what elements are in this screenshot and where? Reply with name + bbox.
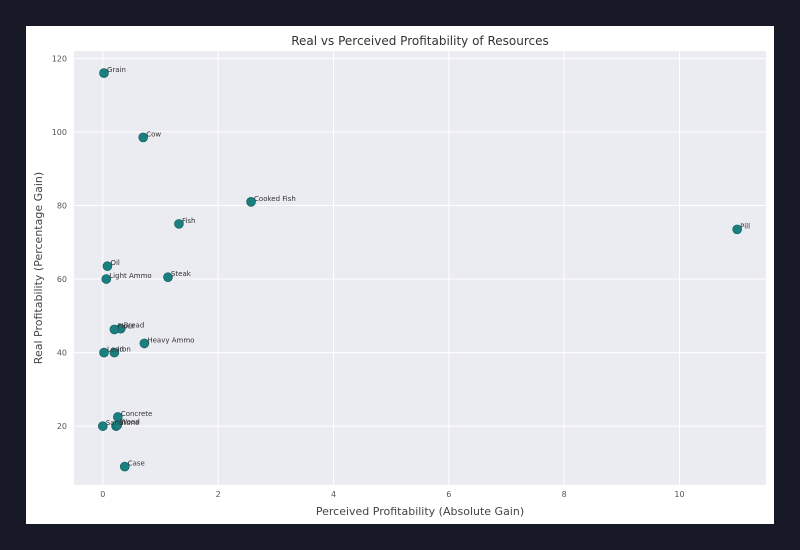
- data-point: [174, 219, 184, 229]
- data-point: [99, 68, 109, 78]
- data-point-label: Steak: [171, 270, 192, 278]
- x-tick-label: 4: [331, 490, 336, 499]
- data-point: [732, 224, 742, 235]
- data-points: [98, 68, 742, 472]
- data-point-label: Case: [128, 460, 145, 468]
- data-point: [139, 338, 150, 349]
- data-point-label: Oil: [110, 259, 119, 267]
- data-point-label: Sand: [106, 419, 124, 427]
- chart-figure: 0 2 4 6 8 10 20 40 60 80 100 120 Grain Cow Cooked Fis…: [26, 26, 774, 524]
- data-point: [101, 274, 112, 284]
- y-tick-label: 120: [52, 54, 67, 63]
- plot-area: [74, 51, 766, 485]
- data-point: [246, 196, 256, 207]
- data-point-label: Light Ammo: [109, 272, 151, 280]
- data-point-label: Fish: [182, 217, 196, 225]
- y-tick-label: 100: [52, 128, 67, 137]
- x-tick-label: 6: [446, 490, 451, 499]
- point-labels: Grain Cow Cooked Fish Fish Pill Oil Light Ammo…: [106, 66, 750, 468]
- y-tick-label: 20: [57, 422, 67, 431]
- tick-labels: 0 2 4 6 8 10 20 40 60 80 100 120: [52, 54, 685, 499]
- data-point-label: Cow: [146, 130, 161, 138]
- data-point-label: Lead: [107, 346, 124, 354]
- data-point: [99, 347, 109, 358]
- x-tick-label: 0: [100, 490, 105, 499]
- chart-title: Real vs Perceived Profitability of Resou…: [291, 34, 549, 48]
- x-tick-label: 2: [216, 490, 221, 499]
- grid: [74, 51, 766, 485]
- x-axis-label: Perceived Profitability (Absolute Gain): [316, 505, 524, 518]
- y-tick-label: 40: [57, 349, 67, 358]
- data-point: [98, 421, 108, 431]
- data-point: [119, 461, 130, 472]
- x-tick-label: 8: [562, 490, 567, 499]
- y-tick-label: 60: [57, 275, 67, 284]
- data-point: [102, 261, 113, 271]
- data-point: [112, 420, 123, 430]
- data-point-label: Concrete: [121, 410, 153, 418]
- data-point-label: Stone: [119, 419, 139, 427]
- data-point-label: Cooked Fish: [254, 195, 296, 203]
- data-point: [138, 132, 148, 143]
- data-point-label: Iron: [117, 346, 131, 354]
- scatter-chart: 0 2 4 6 8 10 20 40 60 80 100 120 Grain Cow Cooked Fis…: [32, 34, 766, 518]
- data-point-label: Flour: [117, 322, 135, 330]
- y-axis-label: Real Profitability (Percentage Gain): [32, 172, 45, 364]
- y-tick-label: 80: [57, 201, 67, 210]
- data-point-label: Grain: [107, 66, 126, 74]
- data-point-label: Bread: [124, 322, 145, 330]
- data-point: [163, 272, 173, 282]
- data-point: [109, 324, 120, 335]
- x-tick-label: 10: [674, 490, 684, 499]
- data-point: [109, 347, 120, 358]
- data-point-label: Wood: [120, 418, 140, 426]
- data-point-label: Heavy Ammo: [147, 336, 194, 344]
- data-point-label: Pill: [740, 222, 750, 230]
